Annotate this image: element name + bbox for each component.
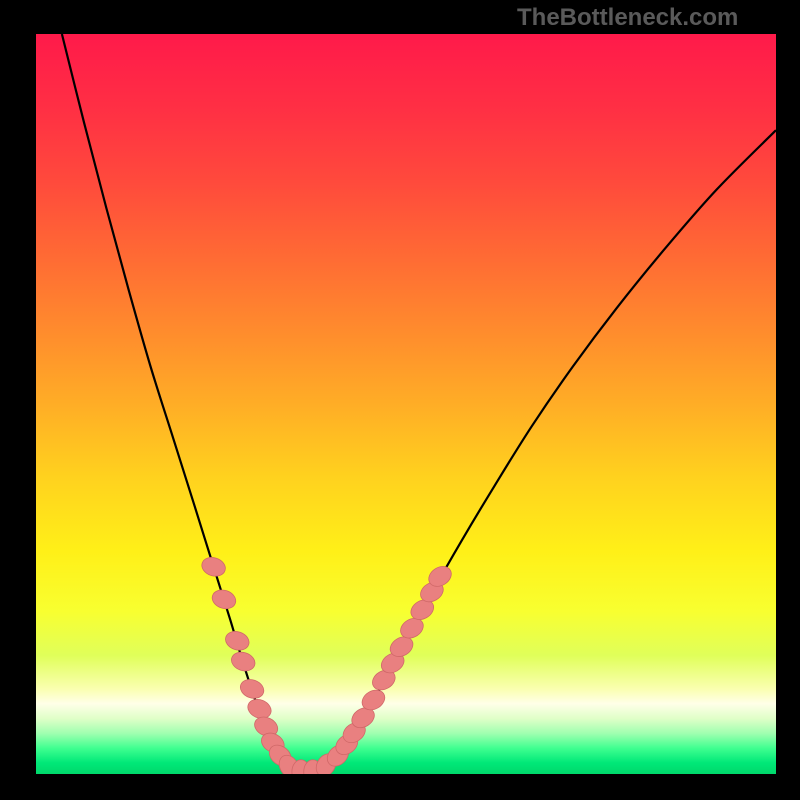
chart-svg	[36, 34, 776, 774]
chart-container: TheBottleneck.com	[0, 0, 800, 800]
watermark-text: TheBottleneck.com	[517, 4, 738, 32]
gradient-background	[36, 34, 776, 774]
plot-area	[36, 34, 776, 774]
